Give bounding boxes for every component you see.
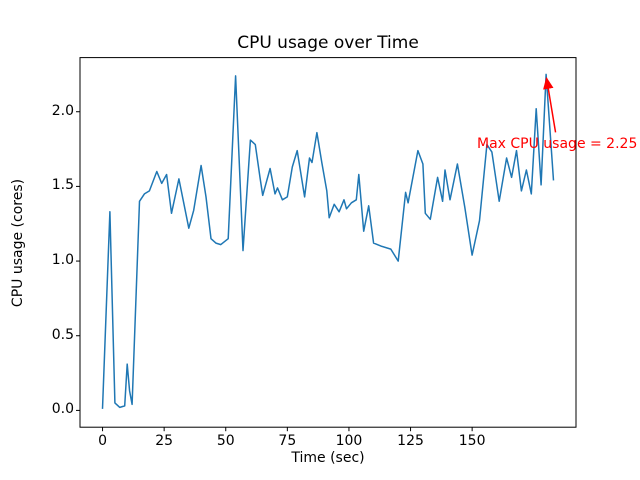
y-tick-label: 0.0 [51, 401, 74, 418]
max-cpu-annotation: Max CPU usage = 2.25 [477, 136, 638, 152]
annotation-arrow [543, 76, 557, 133]
y-axis-ticks [76, 111, 80, 411]
y-axis-label: CPU usage (cores) [10, 178, 26, 308]
axes-frame [79, 57, 577, 428]
x-tick-label: 25 [155, 433, 174, 449]
x-tick-label: 50 [216, 433, 235, 449]
x-tick-label: 0 [98, 433, 107, 449]
x-axis-label: Time (sec) [291, 450, 365, 466]
y-tick-label: 1.5 [51, 177, 74, 194]
chart-title: CPU usage over Time [237, 33, 419, 53]
x-tick-label: 100 [335, 433, 363, 449]
y-tick-label: 1.0 [51, 252, 74, 269]
x-tick-label: 75 [278, 433, 297, 449]
x-tick-label: 150 [458, 433, 486, 449]
x-tick-label: 125 [397, 433, 424, 449]
cpu-usage-line [101, 73, 555, 409]
x-axis-ticks [102, 427, 473, 432]
y-tick-label: 2.0 [51, 102, 74, 119]
y-tick-label: 0.5 [51, 326, 74, 343]
